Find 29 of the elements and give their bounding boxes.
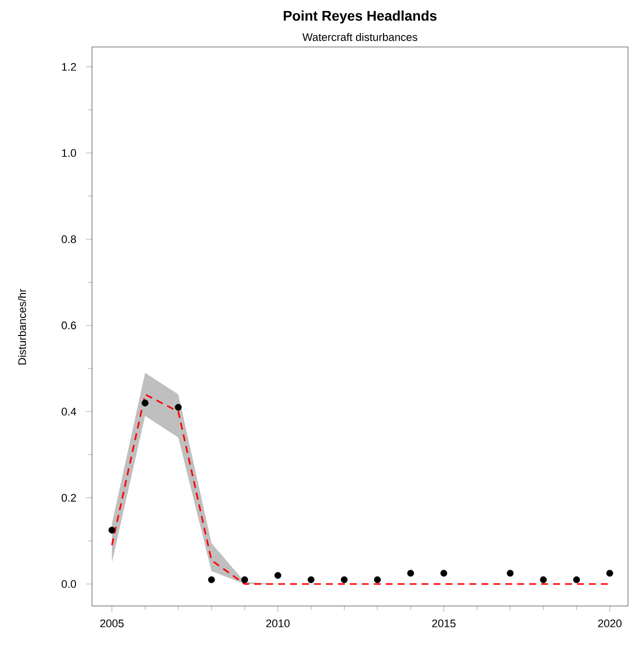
x-tick-label: 2020 [598, 620, 622, 628]
chart-title: Point Reyes Headlands [284, 10, 437, 24]
y-tick-label: 0.0 [62, 580, 76, 588]
point [440, 570, 448, 577]
point [606, 570, 614, 577]
point [108, 526, 116, 534]
y-tick-label: 0.6 [62, 322, 76, 330]
point [340, 576, 348, 584]
point [174, 404, 182, 411]
y-tick-label: 1.0 [62, 149, 76, 157]
x-tick-label: 2005 [100, 620, 124, 628]
point [573, 576, 580, 584]
chart-subtitle: Watercraft disturbances [302, 32, 418, 42]
point [407, 570, 414, 577]
point [274, 572, 282, 579]
point [540, 576, 547, 584]
x-tick-label: 2015 [432, 620, 456, 628]
y-tick-label: 0.8 [62, 235, 76, 244]
point [241, 576, 248, 584]
x-tick-label: 2010 [266, 620, 290, 628]
y-tick-label: 0.4 [62, 408, 76, 416]
y-tick-label: 0.2 [62, 494, 76, 502]
point [506, 570, 514, 577]
point [374, 576, 381, 584]
point [142, 400, 149, 406]
y-axis-title: Disturbances/hr [18, 288, 26, 364]
point [308, 576, 314, 584]
point [208, 576, 215, 584]
y-tick-label: 1.2 [62, 63, 76, 71]
